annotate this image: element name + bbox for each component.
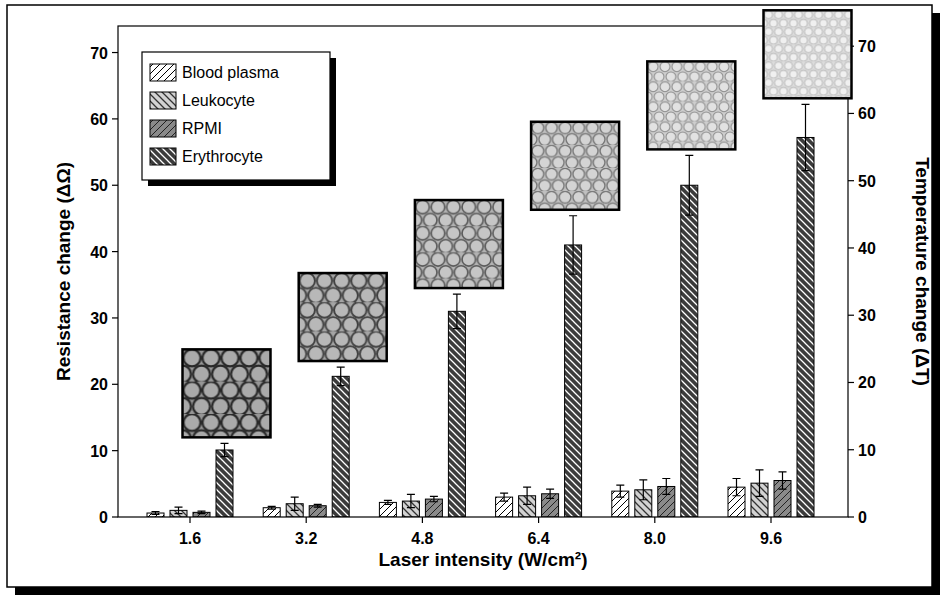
legend-label: Blood plasma	[182, 64, 279, 81]
chart: 0 10 20 30 40 50 60 70 0 10 20 30 40 50 60 70 1.6 3.2 4.8 6…	[0, 0, 947, 603]
error-bar	[569, 216, 577, 274]
x-tick-label: 3.2	[295, 530, 317, 547]
error-bar	[523, 487, 531, 504]
bar	[448, 311, 465, 517]
micrograph	[415, 200, 503, 288]
y2-tick	[848, 516, 854, 517]
y2-axis-label: Temperature change (ΔT)	[912, 157, 933, 386]
y-tick-label: 0	[99, 509, 108, 526]
y-tick	[112, 118, 118, 119]
x-axis-label: Laser intensity (W/cm²)	[378, 549, 587, 570]
legend-swatch	[150, 148, 176, 165]
y2-tick	[848, 382, 854, 383]
error-bar	[639, 480, 647, 500]
y2-tick-label: 0	[858, 509, 867, 526]
x-tick	[770, 517, 771, 523]
y-tick-label: 50	[90, 177, 108, 194]
error-bar	[314, 504, 322, 507]
y-tick	[112, 450, 118, 451]
error-bar	[407, 494, 415, 507]
micrograph	[531, 122, 619, 210]
y-tick	[112, 516, 118, 517]
error-bar	[337, 367, 345, 386]
frame	[7, 5, 932, 587]
x-tick-label: 9.6	[760, 530, 782, 547]
y-tick	[112, 384, 118, 385]
y2-tick	[848, 180, 854, 181]
error-bar	[685, 155, 693, 215]
y2-tick-label: 70	[858, 38, 876, 55]
x-tick-label: 4.8	[411, 530, 433, 547]
y2-tick-label: 10	[858, 442, 876, 459]
error-bar	[779, 472, 787, 489]
bar	[681, 185, 698, 517]
legend-label: RPMI	[182, 120, 222, 137]
y-tick	[112, 251, 118, 252]
error-bar	[291, 497, 299, 510]
plot-frame	[118, 26, 848, 517]
error-bar	[733, 479, 741, 496]
bar	[565, 245, 582, 517]
y2-tick	[848, 315, 854, 316]
error-bar	[152, 512, 160, 515]
micrograph	[299, 273, 387, 361]
legend-label: Leukocyte	[182, 92, 255, 109]
bar	[216, 450, 233, 517]
y-tick-label: 20	[90, 376, 108, 393]
y2-tick-label: 60	[858, 105, 876, 122]
y2-tick-label: 50	[858, 173, 876, 190]
micrograph	[764, 10, 852, 98]
y-tick-label: 60	[90, 111, 108, 128]
error-bar	[616, 485, 624, 497]
y2-tick	[848, 247, 854, 248]
error-bar	[662, 479, 670, 495]
y-tick-label: 10	[90, 443, 108, 460]
micrograph	[647, 61, 735, 149]
micrograph	[183, 349, 271, 437]
error-bar	[198, 511, 206, 514]
error-bar	[221, 443, 229, 456]
error-bar	[384, 500, 392, 504]
y-tick-label: 40	[90, 244, 108, 261]
legend-label: Erythrocyte	[182, 148, 263, 165]
error-bar	[175, 507, 183, 514]
y-tick-label: 30	[90, 310, 108, 327]
y2-tick-label: 20	[858, 374, 876, 391]
error-bar	[756, 470, 764, 497]
legend-swatch	[150, 120, 176, 137]
legend-swatch	[150, 92, 176, 109]
legend	[142, 52, 330, 180]
y2-tick	[848, 449, 854, 450]
x-tick	[654, 517, 655, 523]
y2-tick	[848, 113, 854, 114]
x-tick	[306, 517, 307, 523]
error-bar	[546, 489, 554, 498]
y-tick	[112, 185, 118, 186]
x-tick-label: 8.0	[644, 530, 666, 547]
x-tick	[538, 517, 539, 523]
error-bar	[268, 506, 276, 509]
error-bar	[430, 496, 438, 501]
y2-tick-label: 30	[858, 307, 876, 324]
bar	[332, 376, 349, 517]
error-bar	[500, 493, 508, 501]
x-tick	[189, 517, 190, 523]
x-tick	[422, 517, 423, 523]
y2-tick-label: 40	[858, 240, 876, 257]
x-tick-label: 6.4	[527, 530, 549, 547]
y-tick	[112, 317, 118, 318]
bar	[797, 137, 814, 517]
y-tick	[112, 52, 118, 53]
y-tick-label: 70	[90, 45, 108, 62]
error-bar	[802, 104, 810, 170]
error-bar	[453, 294, 461, 329]
y-axis-label: Resistance change (ΔΩ)	[53, 162, 74, 381]
x-tick-label: 1.6	[179, 530, 201, 547]
legend-swatch	[150, 64, 176, 81]
